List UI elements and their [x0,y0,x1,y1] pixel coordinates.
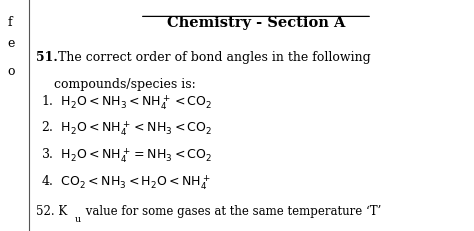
Text: The correct order of bond angles in the following: The correct order of bond angles in the … [54,51,370,64]
Text: 2.  $\mathrm{H_2O < NH_4^+ < NH_3 < CO_2}$: 2. $\mathrm{H_2O < NH_4^+ < NH_3 < CO_2}… [41,119,212,138]
Text: 1.  $\mathrm{H_2O < NH_3 < NH_4^+ < CO_2}$: 1. $\mathrm{H_2O < NH_3 < NH_4^+ < CO_2}… [41,92,212,111]
Text: e: e [7,37,15,50]
Text: 4.  $\mathrm{CO_2 < NH_3 < H_2O < NH_4^+}$: 4. $\mathrm{CO_2 < NH_3 < H_2O < NH_4^+}… [41,172,211,191]
Text: u: u [75,214,81,223]
Text: o: o [7,65,15,78]
Text: value for some gases at the same temperature ‘T’: value for some gases at the same tempera… [82,204,381,217]
Text: Chemistry - Section A: Chemistry - Section A [167,16,345,30]
Text: compounds/species is:: compounds/species is: [54,77,195,90]
Text: 51.: 51. [36,51,57,64]
Text: 3.  $\mathrm{H_2O < NH_4^+ = NH_3 < CO_2}$: 3. $\mathrm{H_2O < NH_4^+ = NH_3 < CO_2}… [41,146,212,164]
Text: 52. K: 52. K [36,204,67,217]
Text: f: f [7,16,12,29]
